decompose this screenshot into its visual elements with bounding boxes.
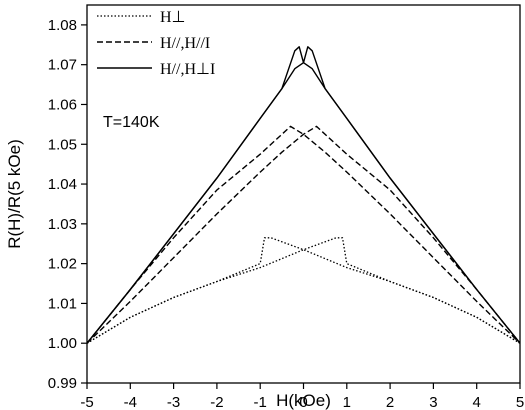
series-1 xyxy=(86,237,521,344)
x-axis-title: H(kOe) xyxy=(276,391,331,410)
series-line xyxy=(86,237,521,344)
y-tick-label: 0.99 xyxy=(48,375,77,392)
series-line xyxy=(86,46,521,344)
temperature-annotation: T=140K xyxy=(103,114,160,131)
x-tick-label: -5 xyxy=(80,394,93,410)
x-tick-label: 3 xyxy=(429,394,437,410)
y-tick-label: 1.00 xyxy=(48,335,77,352)
series-line xyxy=(86,125,521,344)
plot-frame xyxy=(86,4,521,384)
y-tick-label: 1.04 xyxy=(48,176,77,193)
y-tick-label: 1.01 xyxy=(48,295,77,312)
y-tick-label: 1.08 xyxy=(48,17,77,34)
legend-label: H⊥ xyxy=(160,9,186,26)
x-tick-label: 2 xyxy=(386,394,394,410)
y-axis-title: R(H)/R(5 kOe) xyxy=(5,139,24,249)
x-tick-label: -1 xyxy=(254,394,267,410)
x-tick-label: 1 xyxy=(343,394,351,410)
x-tick-label: 5 xyxy=(516,394,524,410)
series-2 xyxy=(86,125,521,344)
legend: H⊥ H//,H//I H//,H⊥I xyxy=(97,9,215,78)
series-line xyxy=(86,125,521,344)
legend-label: H//,H//I xyxy=(160,35,210,52)
x-tick-label: -2 xyxy=(210,394,223,410)
y-tick-label: 1.02 xyxy=(48,256,77,273)
series-layer xyxy=(86,46,521,344)
x-tick-label: -4 xyxy=(124,394,137,410)
series-3 xyxy=(86,46,521,344)
series-line xyxy=(86,46,521,344)
x-tick-label: 0 xyxy=(299,394,307,410)
x-tick-label: -3 xyxy=(167,394,180,410)
y-tick-label: 1.07 xyxy=(48,57,77,74)
legend-label: H//,H⊥I xyxy=(160,61,215,78)
series-line xyxy=(86,237,521,344)
tick-labels: -5 -4 -3 -2 -1 0 1 2 3 4 5 0.99 1.00 1.01 1.02 1.03 1.04… xyxy=(48,17,524,410)
y-tick-label: 1.06 xyxy=(48,96,77,113)
y-tick-label: 1.05 xyxy=(48,136,77,153)
y-tick-label: 1.03 xyxy=(48,216,77,233)
axis-ticks xyxy=(81,24,521,389)
x-tick-label: 4 xyxy=(473,394,481,410)
